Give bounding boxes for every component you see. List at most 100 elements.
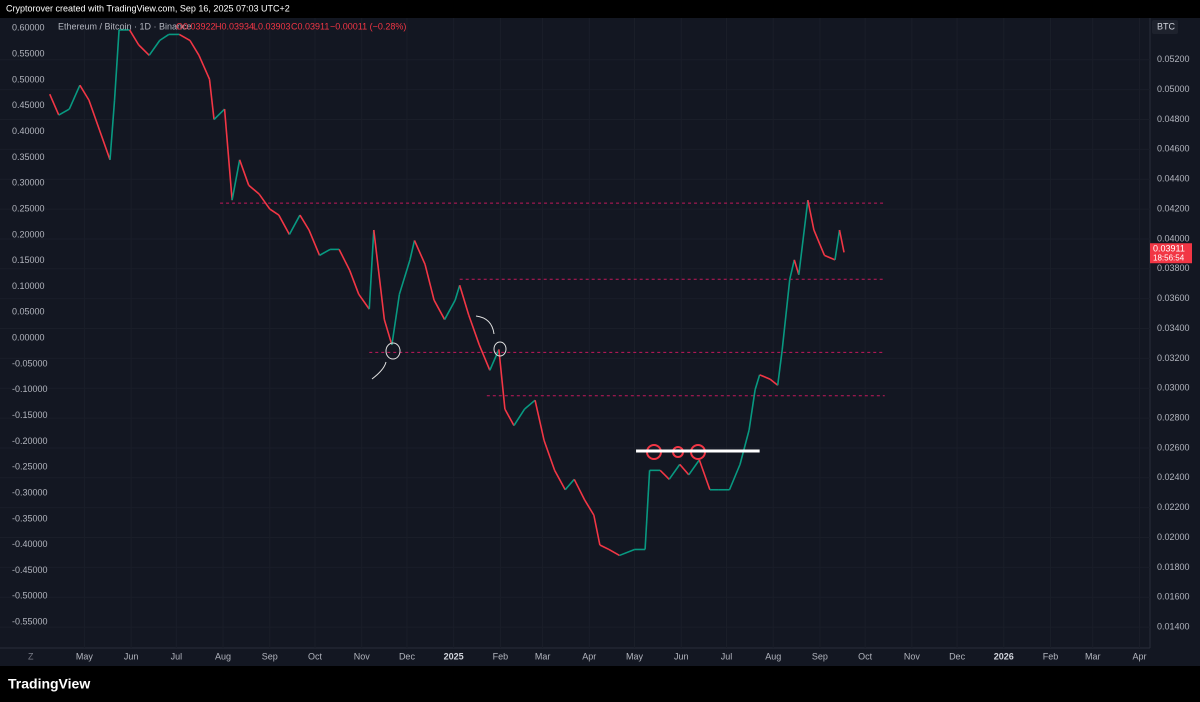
- price-segment: [813, 229, 826, 256]
- time-axis: [0, 648, 1200, 666]
- plot-area: [0, 18, 1150, 648]
- y-tick-label: 0.02800: [1157, 412, 1190, 422]
- high: H0.03934: [215, 21, 254, 31]
- price-segment: [553, 469, 566, 491]
- price-segment: [58, 108, 70, 116]
- price-segment: [368, 229, 375, 310]
- y2-tick-label: -0.55000: [12, 617, 48, 627]
- y2-tick-label: 0.10000: [12, 281, 45, 291]
- price-segment: [739, 429, 750, 465]
- y-tick-label: 0.04800: [1157, 114, 1190, 124]
- brand: TradingView: [8, 676, 90, 692]
- price-segment: [776, 349, 784, 386]
- series-layer: [0, 18, 1150, 648]
- arrow: [475, 315, 495, 335]
- y-tick-label: 0.02000: [1157, 532, 1190, 542]
- x-tick-label: Dec: [399, 651, 416, 661]
- price-segment: [698, 459, 711, 491]
- price-segment: [198, 54, 211, 80]
- price-segment: [608, 548, 620, 557]
- price-segment: [754, 374, 761, 390]
- price-segment: [728, 464, 741, 491]
- y-tick-label: 0.03200: [1157, 353, 1190, 363]
- x-tick-label: Oct: [308, 651, 323, 661]
- x-tick-label: Sep: [812, 651, 828, 661]
- y2-tick-label: 0.45000: [12, 100, 45, 110]
- y2-tick-label: 0.60000: [12, 23, 45, 33]
- y-tick-label: 0.02400: [1157, 472, 1190, 482]
- price-segment: [668, 463, 681, 480]
- price-segment: [793, 259, 800, 276]
- price-segment: [513, 408, 526, 426]
- y2-tick-label: 0.15000: [12, 255, 45, 265]
- legend: Ethereum / Bitcoin · 1D · Binance O0.039…: [58, 21, 406, 31]
- x-tick-label: Feb: [493, 651, 509, 661]
- x-tick-label: Apr: [1132, 651, 1146, 661]
- y2-tick-label: -0.25000: [12, 462, 48, 472]
- price-segment: [299, 214, 310, 231]
- y-tick-label: 0.05000: [1157, 84, 1190, 94]
- y-tick-label: 0.04200: [1157, 203, 1190, 213]
- y2-tick-label: 0.25000: [12, 203, 45, 213]
- last-price-label: 0.03911: [1153, 244, 1185, 254]
- price-segment: [138, 44, 150, 56]
- price-segment: [458, 284, 470, 316]
- price-segment: [534, 400, 545, 441]
- currency: BTC: [1157, 21, 1176, 31]
- price-segment: [391, 294, 401, 346]
- y-tick-label: 0.01600: [1157, 592, 1190, 602]
- x-tick-label: Jul: [171, 651, 183, 661]
- price-segment: [372, 229, 386, 320]
- x-tick-label: Mar: [535, 651, 551, 661]
- y2-tick-label: 0.55000: [12, 49, 45, 59]
- price-segment: [348, 270, 360, 295]
- price-segment: [383, 319, 393, 346]
- zoom-button[interactable]: Z: [28, 651, 34, 661]
- price-segment: [208, 79, 215, 120]
- price-segment: [213, 108, 226, 121]
- price-segment: [748, 389, 756, 431]
- x-tick-label: Sep: [262, 651, 278, 661]
- price-segment: [523, 399, 536, 410]
- y-tick-label: 0.03600: [1157, 293, 1190, 303]
- currency-box: [1152, 20, 1178, 34]
- x-tick-label: Jul: [721, 651, 733, 661]
- price-segment: [489, 349, 500, 371]
- y2-tick-label: -0.15000: [12, 410, 48, 420]
- price-segment: [223, 109, 233, 201]
- price-axis: [1150, 18, 1200, 648]
- x-tick-label: May: [76, 651, 94, 661]
- price-segment: [788, 259, 796, 280]
- x-tick-label: Feb: [1043, 651, 1059, 661]
- header: Cryptorover created with TradingView.com…: [6, 3, 290, 13]
- price-segment: [109, 100, 116, 160]
- price-segment: [443, 299, 456, 320]
- price-segment: [231, 159, 241, 201]
- price-segment: [278, 214, 291, 235]
- price-segment: [498, 349, 506, 410]
- x-tick-label: Dec: [949, 651, 966, 661]
- price-segment: [838, 229, 845, 253]
- price-segment: [248, 184, 260, 195]
- price-segment: [288, 214, 301, 235]
- x-tick-label: Oct: [858, 651, 873, 661]
- price-segment: [593, 514, 601, 546]
- y2-tick-label: 0.20000: [12, 229, 45, 239]
- y-tick-label: 0.03800: [1157, 263, 1190, 273]
- price-segment: [807, 199, 815, 231]
- y-tick-label: 0.05200: [1157, 54, 1190, 64]
- price-segment: [338, 249, 351, 271]
- arrow: [371, 361, 387, 380]
- price-segment: [504, 408, 515, 426]
- y-tick-label: 0.04600: [1157, 144, 1190, 154]
- price-segment: [478, 344, 491, 371]
- countdown: 18:56:54: [1153, 253, 1185, 262]
- y-tick-label: 0.03000: [1157, 383, 1190, 393]
- x-tick-label: Mar: [1085, 651, 1101, 661]
- x-tick-label: Jun: [124, 651, 139, 661]
- y2-tick-label: 0.50000: [12, 74, 45, 84]
- y2-tick-label: 0.00000: [12, 333, 45, 343]
- price-segment: [679, 463, 690, 476]
